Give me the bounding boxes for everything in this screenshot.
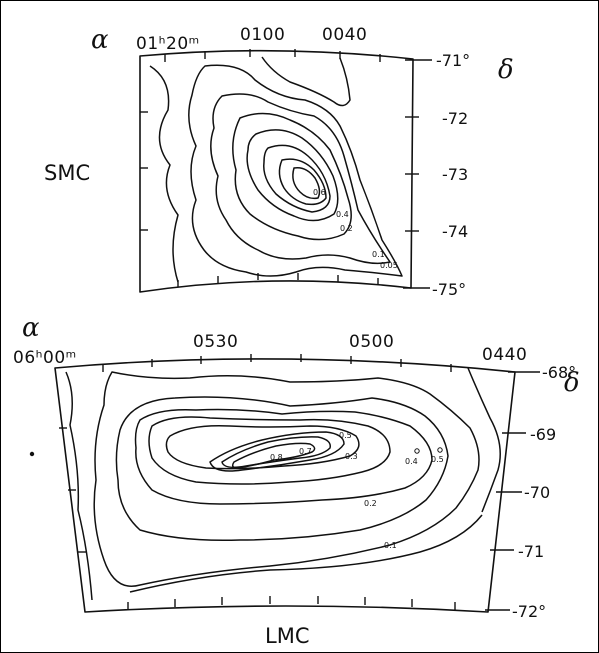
lmc-map: α 06ʰ00ᵐ 0530 0500 0440 δ LMC (13, 313, 580, 648)
lmc-contour-label-0.1: 0.1 (384, 541, 397, 550)
lmc-contour-label-0.5: 0.5 (339, 431, 352, 440)
smc-bottom-ticks (177, 273, 379, 287)
smc-contour-0.4 (263, 144, 331, 213)
smc-contour-label-0.1: 0.1 (372, 250, 385, 259)
lmc-marker-1 (414, 448, 420, 454)
lmc-contour-label-0.3: 0.3 (345, 452, 358, 461)
lmc-alpha-symbol: α (22, 313, 40, 343)
smc-alpha-symbol: α (91, 25, 109, 55)
lmc-contour-label-0.7: 0.7 (299, 447, 312, 456)
smc-right-ticks (403, 59, 432, 289)
smc-contour-label-0.4: 0.4 (336, 210, 349, 219)
lmc-contour-0.2 (134, 408, 433, 505)
lmc-left-ticks (59, 427, 86, 553)
smc-contour-label-0.2: 0.2 (340, 224, 353, 233)
lmc-dec-label-71: -71 (518, 542, 544, 561)
lmc-top-ticks (102, 354, 452, 372)
lmc-contours (65, 367, 501, 601)
lmc-contour-0.1 (115, 396, 449, 542)
smc-top-ticks (164, 49, 381, 62)
smc-map: α 01ʰ20ᵐ 0100 0040 δ SMC (44, 25, 514, 299)
lmc-frame (54, 358, 516, 613)
smc-galaxy-name: SMC (44, 161, 90, 185)
smc-left-ticks (140, 111, 148, 231)
lmc-galaxy-name: LMC (265, 624, 309, 648)
lmc-dec-label-70: -70 (524, 483, 550, 502)
lmc-contour-label-0.8: 0.8 (270, 453, 283, 462)
smc-dec-label-72: -72 (442, 109, 468, 128)
lmc-ra-label-0600: 06ʰ00ᵐ (13, 348, 77, 368)
lmc-dec-label-69: -69 (530, 425, 556, 444)
lmc-marker-2 (437, 447, 443, 453)
smc-ra-label-0040: 0040 (322, 25, 367, 45)
smc-ra-label-0120: 01ʰ20ᵐ (136, 34, 200, 54)
smc-contour-outer (188, 64, 403, 277)
smc-dec-label-74: -74 (442, 222, 468, 241)
smc-contours (149, 56, 403, 283)
lmc-contour-0.6 (209, 431, 345, 472)
lmc-contour-0.5 (165, 424, 360, 470)
lmc-contour-label-0.4: 0.4 (405, 457, 418, 466)
smc-ra-label-0100: 0100 (240, 25, 285, 45)
lmc-contour-edge-bottom (129, 514, 483, 593)
smc-contour-labels: 0.6 0.4 0.2 0.1 0.05 (313, 188, 398, 270)
lmc-bottom-ticks (127, 596, 456, 610)
smc-contour-0.1 (210, 93, 391, 265)
lmc-ra-label-0530: 0530 (193, 332, 238, 352)
smc-contour-0.2 (232, 112, 352, 241)
smc-dec-label-73: -73 (442, 165, 468, 184)
lmc-contour-label-0.5-b: 0.5 (431, 455, 444, 464)
lmc-contour-0.3 (148, 416, 391, 485)
lmc-right-ticks (485, 371, 540, 611)
lmc-contour-0.8 (231, 442, 316, 469)
smc-contour-label-0.6: 0.6 (313, 188, 326, 197)
lmc-contour-label-0.2: 0.2 (364, 499, 377, 508)
smc-dec-label-75: -75° (432, 280, 466, 299)
smc-contour-edge-ne (261, 56, 351, 107)
lmc-contour-outer (93, 371, 480, 587)
smc-contour-edge-w (149, 65, 179, 283)
lmc-contour-edge-w (65, 371, 93, 601)
smc-contour-0.5 (278, 158, 327, 206)
lmc-contour-edge-e (467, 367, 501, 513)
lmc-delta-symbol: δ (564, 368, 580, 398)
lmc-ra-label-0500: 0500 (349, 332, 394, 352)
lmc-ra-label-0440: 0440 (482, 345, 527, 365)
smc-dec-label-71: -71° (436, 51, 470, 70)
smc-contour-0.6 (292, 166, 321, 200)
lmc-contour-labels: 0.8 0.7 0.5 0.3 0.2 0.1 0.4 0.5 (270, 431, 444, 550)
lmc-dec-label-72: -72° (512, 602, 546, 621)
smc-delta-symbol: δ (498, 55, 514, 85)
smc-contour-0.3 (246, 129, 339, 222)
smc-contour-label-0.05: 0.05 (380, 261, 398, 270)
stray-dot (29, 451, 35, 457)
lmc-dec-label-68: -68° (542, 363, 576, 382)
